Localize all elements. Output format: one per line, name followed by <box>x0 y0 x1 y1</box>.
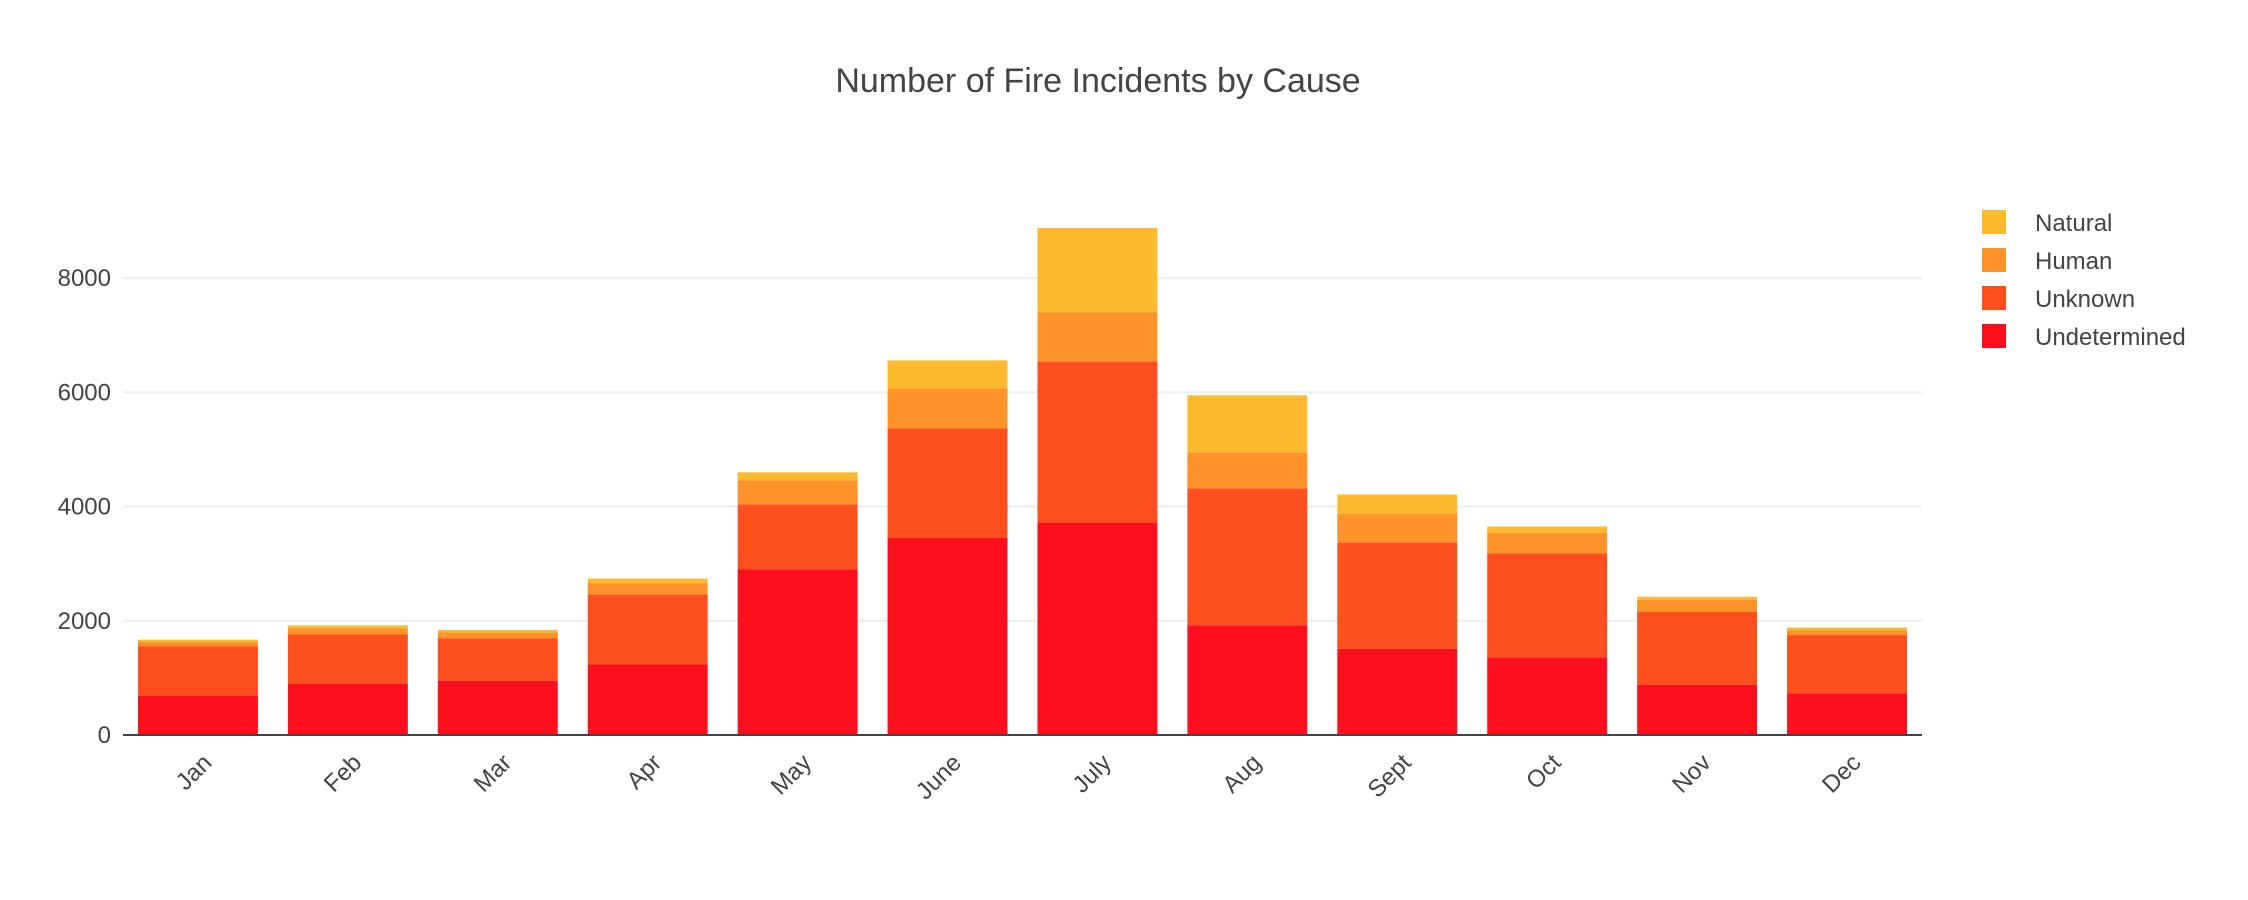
bar-segment[interactable] <box>1487 526 1608 533</box>
y-tick-label: 0 <box>98 722 111 749</box>
x-tick-label: Apr <box>622 749 668 795</box>
bar-segment[interactable] <box>1037 312 1158 362</box>
x-tick-label: Mar <box>469 749 517 797</box>
bar-segment[interactable] <box>1337 494 1458 515</box>
legend-label: Undetermined <box>2035 324 2186 351</box>
bar-segment[interactable] <box>1487 657 1608 735</box>
legend-label: Unknown <box>2035 286 2135 313</box>
legend-swatch <box>1982 324 2006 348</box>
bar-segment[interactable] <box>737 480 858 505</box>
legend-item[interactable]: Natural <box>1982 210 2112 237</box>
bar-segment[interactable] <box>1337 542 1458 649</box>
bar-segment[interactable] <box>137 695 258 735</box>
y-tick-label: 2000 <box>58 608 111 635</box>
legend-item[interactable]: Unknown <box>1982 286 2135 313</box>
bar-segment[interactable] <box>1337 514 1458 543</box>
bar-segment[interactable] <box>1787 627 1908 631</box>
bar-segment[interactable] <box>887 428 1008 539</box>
bar-segment[interactable] <box>1037 361 1158 523</box>
legend-swatch <box>1982 286 2006 310</box>
bar-segment[interactable] <box>1187 395 1308 453</box>
legend[interactable]: Natural Human Unknown Undetermined <box>1982 210 2186 351</box>
bar-segment[interactable] <box>137 639 258 642</box>
bar-segment[interactable] <box>287 628 408 635</box>
x-tick-label: Dec <box>1817 749 1866 798</box>
bar-segment[interactable] <box>1487 532 1608 554</box>
bar-segment[interactable] <box>1187 625 1308 735</box>
gridlines <box>123 277 1922 622</box>
x-tick-label: Jan <box>171 749 217 795</box>
bar-segment[interactable] <box>437 680 558 735</box>
legend-label: Human <box>2035 248 2112 275</box>
x-tick-label: Oct <box>1521 749 1567 795</box>
x-tick-label: June <box>911 749 967 805</box>
x-tick-label: Aug <box>1217 749 1266 798</box>
x-tick-label: Feb <box>319 749 367 797</box>
y-tick-label: 6000 <box>58 379 111 406</box>
bar-segment[interactable] <box>1787 635 1908 694</box>
bar-segment[interactable] <box>287 625 408 629</box>
bar-segment[interactable] <box>1787 693 1908 735</box>
bar-segment[interactable] <box>587 594 708 665</box>
bar-segment[interactable] <box>1187 488 1308 626</box>
bar-segment[interactable] <box>437 638 558 681</box>
bar-segment[interactable] <box>437 632 558 639</box>
x-tick-label: Sept <box>1363 749 1417 803</box>
bar-segment[interactable] <box>1037 227 1158 313</box>
bar-segment[interactable] <box>737 569 858 735</box>
legend-label: Natural <box>2035 210 2112 237</box>
bar-segment[interactable] <box>887 388 1008 429</box>
bar-segment[interactable] <box>1037 522 1158 735</box>
bar-segment[interactable] <box>1637 684 1758 735</box>
bar-segment[interactable] <box>587 664 708 735</box>
y-tick-label: 8000 <box>58 265 111 292</box>
bar-segment[interactable] <box>737 504 858 570</box>
bar-segment[interactable] <box>587 583 708 595</box>
legend-item[interactable]: Undetermined <box>1982 324 2186 351</box>
bar-segment[interactable] <box>887 538 1008 735</box>
bar-segment[interactable] <box>137 641 258 647</box>
bar-segment[interactable] <box>1337 648 1458 735</box>
x-tick-label: July <box>1067 749 1116 798</box>
bar-segment[interactable] <box>287 683 408 735</box>
bar-segment[interactable] <box>587 578 708 584</box>
y-tick-label: 4000 <box>58 494 111 521</box>
bar-segment[interactable] <box>1487 553 1608 658</box>
bar-segment[interactable] <box>1637 611 1758 685</box>
legend-swatch <box>1982 248 2006 272</box>
legend-swatch <box>1982 210 2006 234</box>
x-tick-label: Nov <box>1667 749 1716 798</box>
bar-segment[interactable] <box>737 472 858 481</box>
x-tick-label: May <box>766 749 817 800</box>
bar-segment[interactable] <box>1637 599 1758 612</box>
bar-segment[interactable] <box>437 629 558 633</box>
bars <box>137 227 1908 735</box>
bar-segment[interactable] <box>1787 630 1908 636</box>
bar-segment[interactable] <box>887 360 1008 389</box>
bar-segment[interactable] <box>137 646 258 696</box>
chart-title: Number of Fire Incidents by Cause <box>835 62 1360 100</box>
bar-segment[interactable] <box>287 634 408 684</box>
bar-segment[interactable] <box>1187 452 1308 489</box>
legend-item[interactable]: Human <box>1982 248 2112 275</box>
bar-segment[interactable] <box>1637 596 1758 600</box>
